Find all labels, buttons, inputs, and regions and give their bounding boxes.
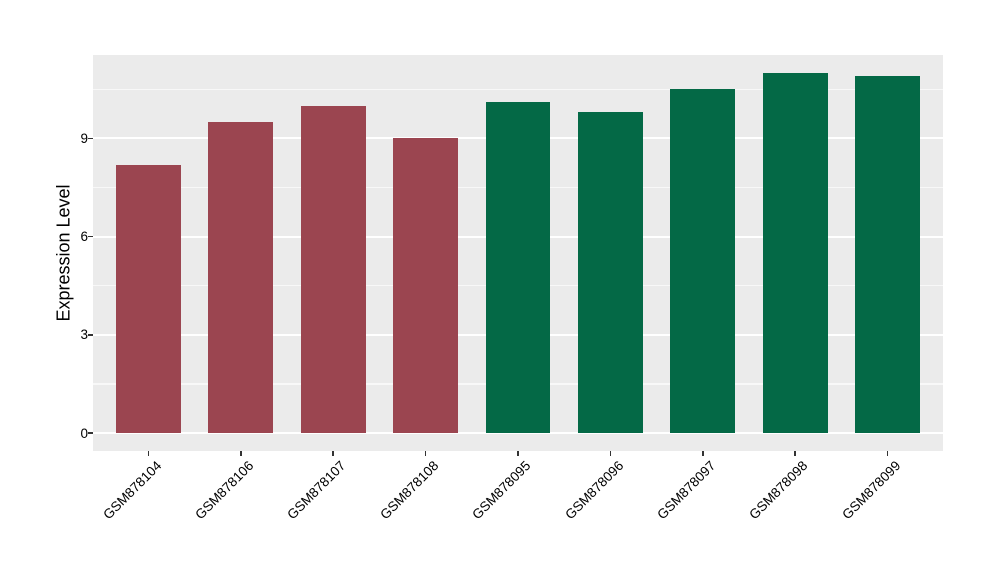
- x-tick-label-text: GSM878095: [469, 458, 534, 523]
- x-tick-label-text: GSM878096: [561, 458, 626, 523]
- bar-GSM878097: [670, 89, 736, 433]
- y-minor-gridline: [93, 88, 943, 91]
- x-tick-mark: [517, 451, 519, 456]
- x-tick-label-text: GSM878104: [99, 458, 165, 523]
- bar-GSM878095: [485, 102, 551, 433]
- x-tick-mark: [332, 451, 334, 456]
- bar-GSM878096: [578, 112, 643, 433]
- bar-GSM878108: [393, 138, 458, 433]
- y-tick-label: 3: [80, 327, 88, 343]
- y-major-gridline: [93, 432, 943, 434]
- y-axis-title: Expression Level: [53, 184, 74, 322]
- plot-panel: [93, 55, 943, 451]
- x-tick-mark: [147, 451, 150, 456]
- bar-GSM878099: [855, 76, 920, 433]
- x-tick-label-text: GSM878107: [284, 458, 349, 523]
- x-tick-label-text: GSM878097: [654, 458, 719, 523]
- x-tick-mark: [609, 451, 612, 456]
- bar-GSM878098: [762, 73, 828, 433]
- x-tick-label-text: GSM878108: [376, 458, 442, 523]
- x-tick-mark: [702, 451, 704, 456]
- x-tick-mark: [424, 451, 427, 456]
- x-tick-label-text: GSM878098: [746, 458, 811, 523]
- x-tick-label-text: GSM878099: [838, 458, 904, 523]
- bar-GSM878104: [116, 164, 181, 433]
- y-tick-label: 9: [80, 130, 88, 146]
- x-tick-label-text: GSM878106: [192, 458, 257, 523]
- bar-GSM878107: [300, 105, 366, 433]
- x-tick-mark: [794, 451, 796, 456]
- bar-GSM878106: [208, 122, 274, 433]
- y-tick-label: 0: [80, 425, 88, 441]
- x-tick-mark: [886, 451, 889, 456]
- x-tick-mark: [240, 451, 242, 456]
